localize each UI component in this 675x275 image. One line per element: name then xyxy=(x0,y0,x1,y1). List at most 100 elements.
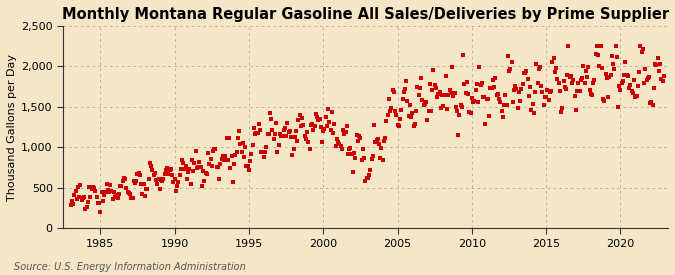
Point xyxy=(325,127,336,132)
Point xyxy=(403,114,414,118)
Point xyxy=(265,111,275,116)
Point xyxy=(173,179,184,184)
Point xyxy=(489,85,500,89)
Point xyxy=(459,82,470,86)
Point xyxy=(444,88,455,92)
Point xyxy=(248,126,259,131)
Point xyxy=(246,152,256,156)
Point xyxy=(532,81,543,86)
Point xyxy=(209,147,219,151)
Point xyxy=(514,90,524,94)
Point xyxy=(391,113,402,118)
Point xyxy=(257,150,268,154)
Point xyxy=(171,189,182,194)
Point xyxy=(140,187,151,191)
Point xyxy=(548,55,559,60)
Point xyxy=(463,92,474,96)
Point xyxy=(86,186,97,191)
Point xyxy=(542,88,553,92)
Title: Monthly Montana Regular Gasoline All Sales/Deliveries by Prime Supplier: Monthly Montana Regular Gasoline All Sal… xyxy=(62,7,669,22)
Point xyxy=(215,162,226,166)
Point xyxy=(369,123,379,127)
Point xyxy=(259,155,269,159)
Point xyxy=(252,131,263,135)
Point xyxy=(612,55,622,60)
Point xyxy=(240,145,250,149)
Point xyxy=(344,147,354,151)
Point xyxy=(561,86,572,91)
Point xyxy=(526,108,537,112)
Point xyxy=(470,88,481,92)
Point xyxy=(157,179,167,184)
Point xyxy=(169,177,180,181)
Point xyxy=(306,122,317,126)
Point xyxy=(159,172,170,177)
Point xyxy=(545,89,556,93)
Point xyxy=(560,84,570,89)
Point xyxy=(254,128,265,132)
Point xyxy=(576,78,587,82)
Point xyxy=(101,182,112,186)
Point xyxy=(223,158,234,163)
Point xyxy=(407,111,418,115)
Point xyxy=(450,105,461,109)
Point xyxy=(247,143,258,147)
Point xyxy=(458,53,468,57)
Point xyxy=(202,151,213,156)
Point xyxy=(138,182,149,186)
Point xyxy=(656,76,667,81)
Point xyxy=(235,142,246,147)
Point xyxy=(340,130,351,134)
Point xyxy=(379,139,389,144)
Point xyxy=(497,115,508,119)
Point xyxy=(193,164,204,169)
Point xyxy=(530,89,541,94)
Point xyxy=(288,147,299,151)
Point xyxy=(567,81,578,85)
Point xyxy=(547,60,558,65)
Point xyxy=(339,131,350,136)
Point xyxy=(88,185,99,189)
Point xyxy=(578,64,589,69)
Point xyxy=(244,168,254,172)
Point xyxy=(382,112,393,117)
Point xyxy=(632,84,643,88)
Point xyxy=(164,167,175,172)
Point xyxy=(144,161,155,166)
Point xyxy=(91,195,102,200)
Point xyxy=(216,157,227,161)
Point xyxy=(645,101,655,105)
Point xyxy=(639,81,649,85)
Point xyxy=(478,95,489,99)
Point xyxy=(477,80,487,85)
Point xyxy=(342,124,352,128)
Point xyxy=(66,199,77,204)
Point xyxy=(460,91,471,95)
Point xyxy=(229,162,240,166)
Point xyxy=(556,110,566,114)
Point xyxy=(100,190,111,194)
Point xyxy=(658,74,669,78)
Point xyxy=(608,61,618,66)
Point xyxy=(269,132,280,136)
Point xyxy=(418,103,429,107)
Y-axis label: Thousand Gallons per Day: Thousand Gallons per Day xyxy=(7,54,17,201)
Point xyxy=(210,147,221,151)
Point xyxy=(245,159,256,164)
Point xyxy=(628,78,639,82)
Point xyxy=(97,199,108,203)
Point xyxy=(392,122,403,127)
Point xyxy=(438,104,449,109)
Point xyxy=(373,137,383,141)
Point xyxy=(354,134,364,138)
Point xyxy=(572,89,583,93)
Point xyxy=(199,179,210,183)
Point xyxy=(226,153,237,158)
Point xyxy=(304,147,315,151)
Point xyxy=(225,166,236,170)
Point xyxy=(281,133,292,138)
Point xyxy=(385,109,396,113)
Point xyxy=(417,98,428,102)
Point xyxy=(333,139,344,144)
Point xyxy=(291,129,302,133)
